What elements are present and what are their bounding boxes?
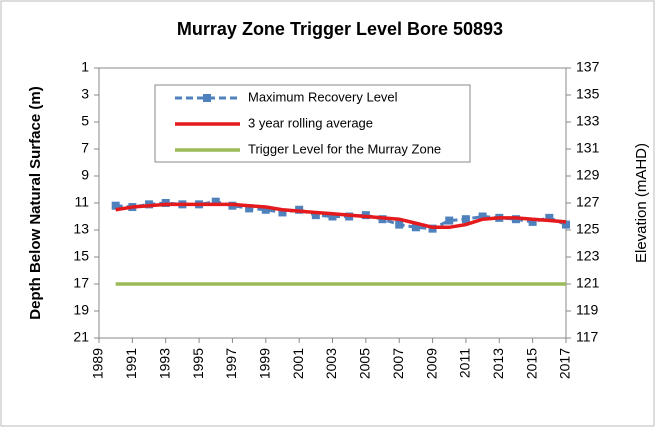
x-tick-label: 1999 xyxy=(256,348,272,379)
y2-tick-label: 133 xyxy=(576,113,600,129)
series-marker xyxy=(411,223,420,232)
legend-label: Trigger Level for the Murray Zone xyxy=(248,141,441,156)
y-axis-title: Depth Below Natural Surface (m) xyxy=(27,86,44,319)
y2-tick-label: 125 xyxy=(576,221,600,237)
chart-title: Murray Zone Trigger Level Bore 50893 xyxy=(177,19,503,39)
x-tick-label: 2017 xyxy=(557,348,573,379)
y2-axis-title: Elevation (mAHD) xyxy=(633,143,650,263)
series-marker xyxy=(111,201,120,210)
y-tick-label: 11 xyxy=(74,194,89,210)
series-marker xyxy=(328,212,337,221)
series-marker xyxy=(461,215,470,224)
y-tick-label: 13 xyxy=(73,221,89,237)
legend-label: 3 year rolling average xyxy=(248,115,373,130)
y-tick-label: 15 xyxy=(73,248,89,264)
x-tick-label: 2005 xyxy=(357,348,373,379)
y2-tick-label: 129 xyxy=(576,167,600,183)
x-tick-label: 2003 xyxy=(323,348,339,379)
series-marker xyxy=(395,220,404,229)
series-line xyxy=(115,202,567,230)
legend-label: Maximum Recovery Level xyxy=(248,89,398,104)
series-marker xyxy=(545,213,554,222)
series-marker xyxy=(245,204,254,213)
series-marker xyxy=(562,220,570,229)
series-marker xyxy=(211,197,220,206)
y-tick-label: 7 xyxy=(81,140,89,156)
x-tick-label: 2011 xyxy=(457,348,473,378)
legend-marker xyxy=(203,94,211,102)
series-marker xyxy=(478,212,487,221)
x-tick-label: 2013 xyxy=(490,348,506,379)
y-tick-label: 5 xyxy=(81,113,89,129)
y-tick-label: 17 xyxy=(73,275,89,291)
y-tick-label: 21 xyxy=(73,329,89,345)
x-tick-label: 1995 xyxy=(190,348,206,379)
x-tick-label: 2015 xyxy=(523,348,539,379)
series-marker xyxy=(311,211,320,220)
y2-tick-label: 123 xyxy=(576,248,600,264)
series-marker xyxy=(528,217,537,226)
y-tick-label: 1 xyxy=(81,59,89,75)
x-tick-label: 1997 xyxy=(223,348,239,379)
y2-tick-label: 131 xyxy=(576,140,600,156)
y2-tick-label: 117 xyxy=(576,329,599,345)
series-marker xyxy=(445,216,454,225)
x-tick-label: 1989 xyxy=(90,348,106,379)
x-tick-label: 2001 xyxy=(290,348,306,379)
y2-tick-label: 135 xyxy=(576,86,600,102)
x-tick-label: 1993 xyxy=(156,348,172,379)
y2-tick-label: 119 xyxy=(576,302,599,318)
y2-tick-label: 137 xyxy=(576,59,600,75)
x-tick-label: 1991 xyxy=(123,348,139,379)
y-tick-label: 9 xyxy=(81,167,89,183)
x-tick-label: 2007 xyxy=(390,348,406,379)
series-marker xyxy=(261,205,270,214)
y-tick-label: 3 xyxy=(81,86,89,102)
x-tick-label: 2009 xyxy=(423,348,439,379)
series-marker xyxy=(278,208,287,217)
y2-tick-label: 121 xyxy=(576,275,600,291)
y2-tick-label: 127 xyxy=(576,194,600,210)
y-tick-label: 19 xyxy=(73,302,89,318)
